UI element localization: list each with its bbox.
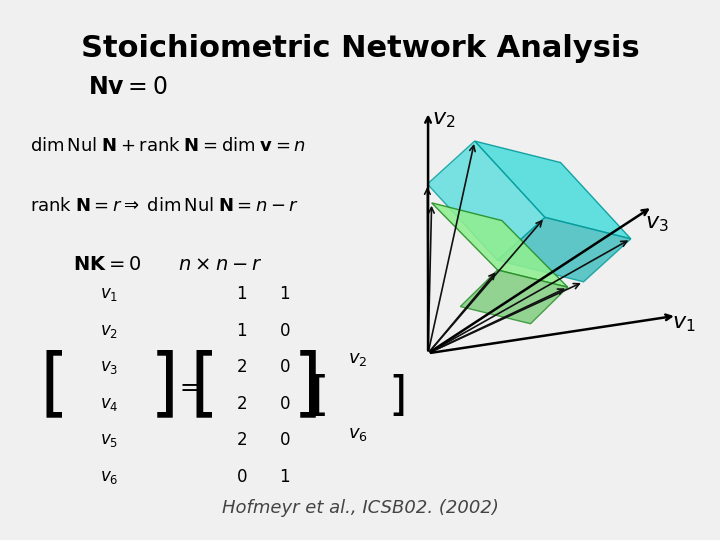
- Text: 1: 1: [236, 322, 247, 340]
- Text: 2: 2: [236, 358, 247, 376]
- Text: $v_6$: $v_6$: [100, 468, 119, 486]
- Text: 1: 1: [236, 285, 247, 303]
- Text: $v_3$: $v_3$: [100, 358, 118, 376]
- Text: 1: 1: [279, 285, 290, 303]
- Text: $v_2$: $v_2$: [348, 349, 367, 368]
- Text: 0: 0: [237, 468, 247, 486]
- Text: $v_1$: $v_1$: [672, 314, 696, 334]
- Text: ]: ]: [150, 349, 179, 422]
- Text: 0: 0: [279, 431, 290, 449]
- Text: $v_2$: $v_2$: [100, 322, 118, 340]
- Text: [: [: [190, 349, 219, 422]
- Text: $\mathbf{Nv} = 0$: $\mathbf{Nv} = 0$: [88, 76, 167, 99]
- Text: $v_6$: $v_6$: [348, 425, 368, 443]
- Text: 0: 0: [279, 358, 290, 376]
- Text: $v_5$: $v_5$: [100, 431, 118, 449]
- Polygon shape: [432, 203, 568, 287]
- Polygon shape: [498, 218, 631, 282]
- Text: ]: ]: [293, 349, 323, 422]
- Text: ]: ]: [388, 374, 407, 418]
- Text: [: [: [40, 349, 68, 422]
- Polygon shape: [428, 141, 545, 260]
- Polygon shape: [460, 270, 568, 323]
- Text: $v_3$: $v_3$: [645, 214, 669, 234]
- Text: Stoichiometric Network Analysis: Stoichiometric Network Analysis: [81, 33, 639, 63]
- Text: 1: 1: [279, 468, 290, 486]
- Text: $\mathrm{rank}\;\mathbf{N} = r \Rightarrow\;\mathrm{dim\,Nul}\;\mathbf{N} = n - : $\mathrm{rank}\;\mathbf{N} = r \Rightarr…: [30, 197, 300, 214]
- Text: [: [: [311, 374, 329, 418]
- Text: $v_2$: $v_2$: [432, 110, 455, 130]
- Polygon shape: [474, 141, 631, 239]
- Text: $\mathrm{dim\,Nul}\;\mathbf{N} + \mathrm{rank}\;\mathbf{N} = \mathrm{dim}\;\math: $\mathrm{dim\,Nul}\;\mathbf{N} + \mathrm…: [30, 138, 306, 156]
- Text: $v_4$: $v_4$: [100, 395, 119, 413]
- Text: Hofmeyr et al., ICSB02. (2002): Hofmeyr et al., ICSB02. (2002): [222, 499, 498, 517]
- Text: $v_1$: $v_1$: [100, 285, 118, 303]
- Text: 2: 2: [236, 395, 247, 413]
- Text: 0: 0: [279, 322, 290, 340]
- Text: 2: 2: [236, 431, 247, 449]
- Text: 0: 0: [279, 395, 290, 413]
- Text: $=$: $=$: [175, 374, 199, 397]
- Text: $\mathbf{NK} = 0 \qquad n \times n - r$: $\mathbf{NK} = 0 \qquad n \times n - r$: [73, 255, 263, 274]
